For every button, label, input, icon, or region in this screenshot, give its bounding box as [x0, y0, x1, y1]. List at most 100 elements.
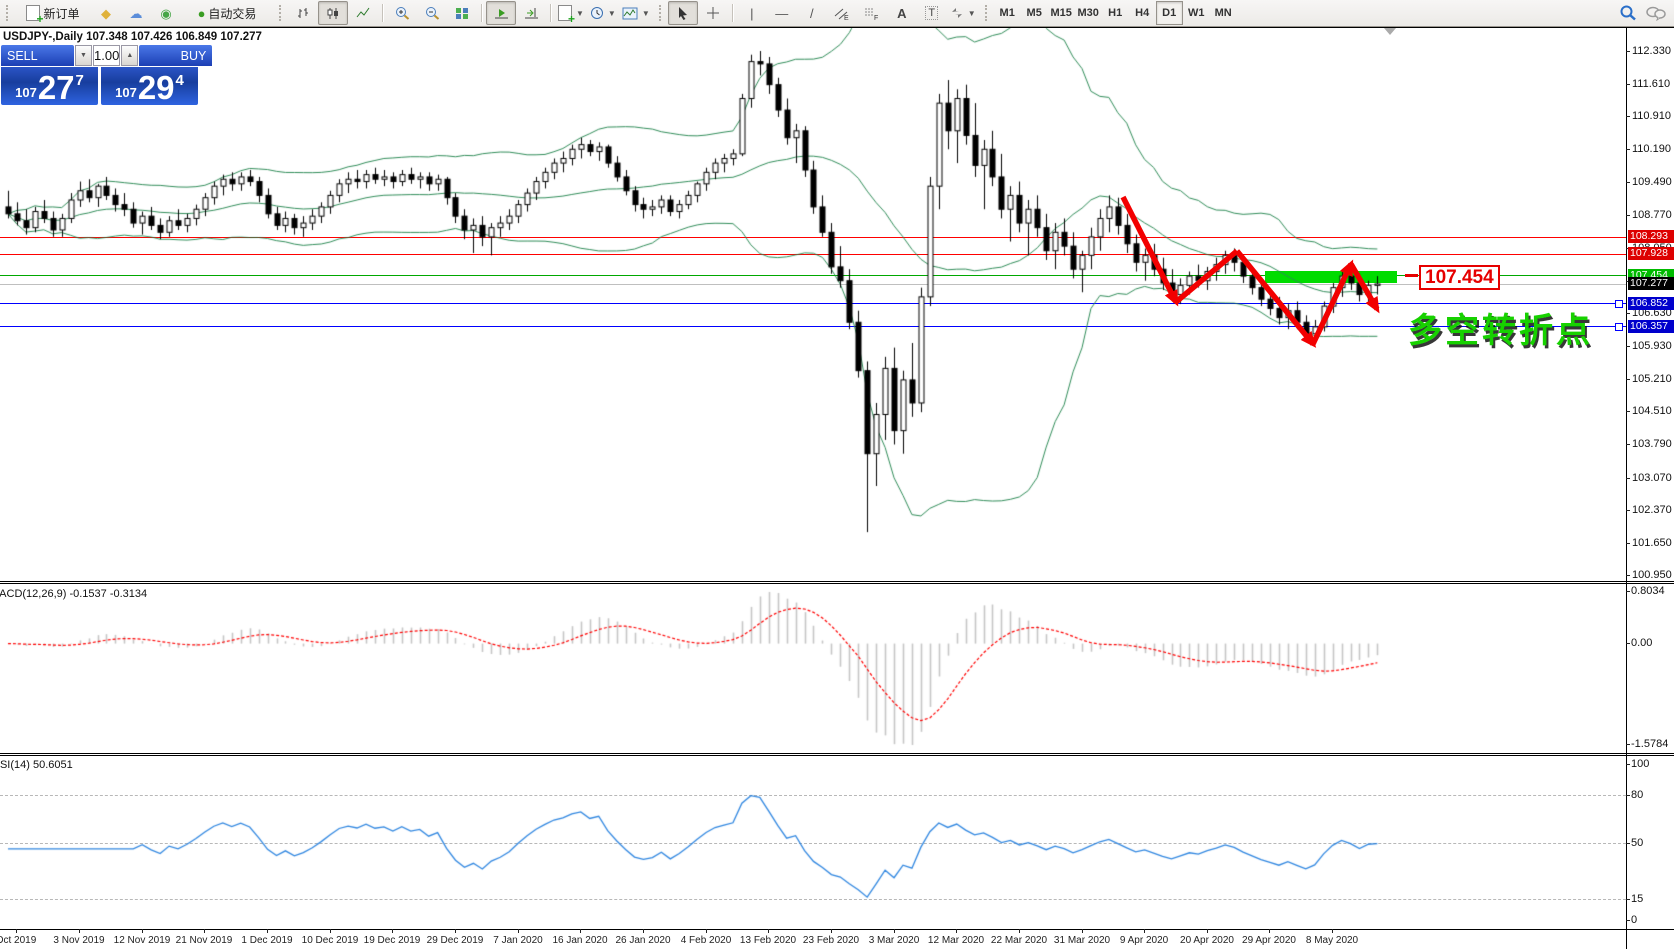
autotrading-button[interactable]: ● 自动交易: [181, 1, 273, 25]
volume-decrease-button[interactable]: ▼: [75, 45, 92, 66]
axis-tick: [1626, 920, 1630, 921]
vertical-line-button[interactable]: |: [737, 1, 767, 25]
axis-tick: [1626, 346, 1630, 347]
axis-tick: [1626, 313, 1630, 314]
date-label: 10 Dec 2019: [301, 935, 359, 946]
zoom-out-button[interactable]: [417, 1, 447, 25]
price-chart-canvas[interactable]: [0, 27, 1674, 949]
rsi-tick-label: 100: [1631, 758, 1650, 770]
autotrading-icon: ●: [197, 5, 206, 21]
horizontal-line-icon: —: [775, 5, 789, 21]
chevron-down-icon: ▼: [967, 8, 976, 18]
zoom-in-button[interactable]: [387, 1, 417, 25]
chart-area[interactable]: 112.330 111.610 110.910 110.190 109.490 108.7…: [0, 27, 1674, 949]
bar-chart-icon: [298, 7, 308, 18]
ask-price-display[interactable]: 107 29 4: [101, 67, 198, 105]
volume-input[interactable]: 1.00: [93, 45, 121, 66]
timeframe-button-d1[interactable]: D1: [1155, 1, 1183, 25]
line-chart-icon: [356, 7, 370, 17]
axis-tick: [1626, 411, 1630, 412]
timeframe-button-mn[interactable]: MN: [1214, 7, 1232, 19]
time-axis-tick: [518, 929, 519, 933]
trendline-button[interactable]: /: [797, 1, 827, 25]
timeframe-button-m30[interactable]: M30: [1077, 7, 1099, 19]
bid-prefix: 107: [15, 85, 37, 100]
price-badge-107.277: 107.277: [1628, 277, 1674, 290]
time-axis-tick: [1332, 929, 1333, 933]
time-axis-tick: [956, 929, 957, 933]
toolbar-grip: [6, 5, 11, 21]
bid-big: 27: [37, 69, 75, 106]
volume-increase-button[interactable]: ▲: [121, 45, 139, 66]
chart-shift-marker[interactable]: [1384, 28, 1396, 35]
candlestick-chart-button[interactable]: [318, 1, 348, 25]
bid-price-display[interactable]: 107 27 7: [1, 67, 98, 105]
chat-icon[interactable]: [1646, 6, 1666, 21]
horizontal-line-button[interactable]: —: [767, 1, 797, 25]
price-flag-label[interactable]: 107.454: [1419, 265, 1500, 290]
pane-divider[interactable]: [0, 753, 1674, 754]
fibonacci-icon: F: [865, 8, 879, 20]
bid-sup: 7: [75, 72, 84, 89]
text-label-icon: T: [925, 6, 939, 20]
buy-button[interactable]: BUY: [139, 45, 213, 66]
macd-indicator-label: MACD(12,26,9) -0.1537 -0.3134: [0, 588, 148, 600]
text-icon: A: [897, 5, 907, 21]
templates-button[interactable]: ▼: [619, 1, 653, 25]
time-axis-tick: [204, 929, 205, 933]
cursor-icon: [678, 7, 687, 20]
fibonacci-button[interactable]: F: [857, 1, 887, 25]
line-chart-button[interactable]: [348, 1, 378, 25]
tile-windows-button[interactable]: [447, 1, 477, 25]
price-tick-label: 110.910: [1632, 110, 1671, 122]
date-label: 13 Feb 2020: [739, 935, 797, 946]
new-order-icon: +: [26, 5, 43, 25]
auto-scroll-button[interactable]: [486, 1, 516, 25]
signals-button[interactable]: ◉: [151, 1, 181, 25]
timeframe-button-m5[interactable]: M5: [1026, 7, 1042, 19]
bar-chart-button[interactable]: [288, 1, 318, 25]
community-button[interactable]: ☁: [121, 1, 151, 25]
sell-button[interactable]: SELL: [1, 45, 74, 66]
search-icon[interactable]: [1620, 5, 1636, 21]
chart-shift-button[interactable]: [516, 1, 546, 25]
rsi-tick-label: 0: [1631, 914, 1638, 926]
one-click-trading-panel: SELL ▼ 1.00 ▲ BUY 107 27 7 107 29 4: [1, 45, 213, 105]
text-label-button[interactable]: T: [917, 1, 947, 25]
pane-divider[interactable]: [0, 581, 1674, 582]
vertical-line-icon: |: [750, 5, 754, 21]
date-label: 26 Jan 2020: [615, 935, 671, 946]
time-axis-tick: [1269, 929, 1270, 933]
periodicity-button[interactable]: ▼: [587, 1, 619, 25]
chevron-down-icon: ▼: [641, 8, 650, 18]
new-chart-button[interactable]: + ▼: [555, 1, 587, 25]
timeframe-button-m1[interactable]: M1: [999, 7, 1015, 19]
time-axis-tick: [392, 929, 393, 933]
equidistant-channel-button[interactable]: E: [827, 1, 857, 25]
chart-title: USDJPY-,Daily 107.348 107.426 106.849 10…: [3, 31, 262, 43]
text-button[interactable]: A: [887, 1, 917, 25]
toolbar-separator: [550, 4, 551, 22]
timeframe-button-w1[interactable]: W1: [1187, 7, 1205, 19]
crosshair-button[interactable]: [698, 1, 728, 25]
price-axis-border: [1626, 27, 1627, 949]
time-axis-tick: [16, 929, 17, 933]
new-order-button[interactable]: + 新订单: [15, 1, 91, 25]
timeframe-button-m15[interactable]: M15: [1050, 7, 1072, 19]
signal-icon: ◉: [160, 5, 172, 21]
date-label: 29 Apr 2020: [1242, 935, 1296, 946]
timeframe-button-h4[interactable]: H4: [1135, 7, 1150, 19]
arrows-button[interactable]: ▼: [947, 1, 979, 25]
axis-tick: [1626, 510, 1630, 511]
pivot-note-text[interactable]: 多空转折点: [1408, 313, 1593, 350]
price-badge-107.928: 107.928: [1628, 247, 1674, 260]
toolbar-grip: [658, 5, 664, 21]
time-axis-tick: [580, 929, 581, 933]
date-label: 3 Nov 2019: [53, 935, 105, 946]
timeframe-button-h1[interactable]: H1: [1108, 7, 1123, 19]
date-label: 19 Dec 2019: [363, 935, 421, 946]
profile-button[interactable]: ◆: [91, 1, 121, 25]
cursor-button[interactable]: [667, 1, 698, 25]
axis-tick: [1626, 744, 1630, 745]
arrows-icon: [951, 8, 962, 18]
